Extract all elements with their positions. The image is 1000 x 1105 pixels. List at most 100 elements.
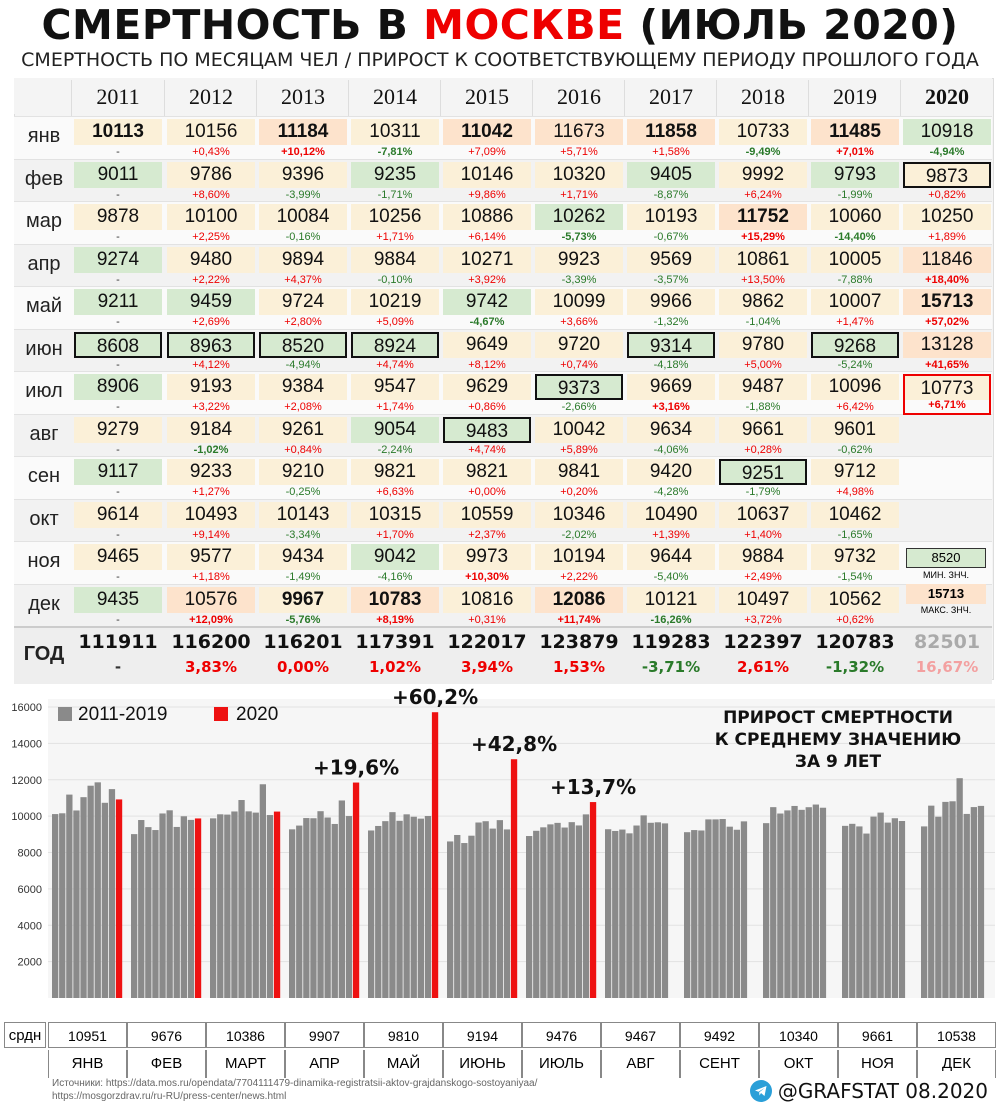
bar-2011-2019 bbox=[705, 819, 712, 998]
bar-2011-2019 bbox=[468, 835, 475, 998]
bar-2011-2019 bbox=[612, 830, 619, 998]
legend-swatch-2020 bbox=[214, 707, 228, 721]
value-cell: 10100 bbox=[167, 204, 255, 230]
change-cell: -8,87% bbox=[653, 188, 689, 201]
change-cell: -1,88% bbox=[745, 401, 781, 413]
bar-2011-2019 bbox=[166, 810, 173, 998]
year-total: 119283 bbox=[631, 631, 711, 653]
value-cell: 9465 bbox=[74, 544, 162, 570]
avg-value: 9467 bbox=[601, 1022, 680, 1048]
bar-2011-2019 bbox=[977, 805, 985, 998]
avg-value: 9810 bbox=[364, 1022, 443, 1048]
change-cell: -5,24% bbox=[837, 358, 873, 371]
category-label: ОКТ bbox=[759, 1050, 838, 1078]
change-cell: - bbox=[116, 613, 120, 626]
change-cell: +5,00% bbox=[744, 358, 782, 371]
value-cell: 9821 bbox=[443, 459, 531, 485]
change-cell: -1,02% bbox=[193, 443, 229, 456]
change-cell: +4,98% bbox=[836, 486, 874, 498]
change-cell: -4,18% bbox=[653, 358, 689, 371]
bar-2011-2019 bbox=[726, 826, 733, 998]
value-cell: 9577 bbox=[167, 544, 255, 570]
bar-2011-2019 bbox=[59, 813, 66, 998]
bar-2011-2019 bbox=[317, 811, 324, 998]
change-cell: +6,71% bbox=[903, 399, 991, 415]
page-subtitle: СМЕРТНОСТЬ ПО МЕСЯЦАМ ЧЕЛ / ПРИРОСТ К СО… bbox=[21, 49, 979, 71]
change-cell: +3,66% bbox=[560, 316, 598, 328]
year-header: 2019 bbox=[833, 84, 877, 109]
change-cell: +6,63% bbox=[376, 486, 414, 498]
value-cell: 9483 bbox=[443, 416, 531, 443]
value-cell: 10816 bbox=[443, 586, 531, 613]
change-cell: - bbox=[116, 358, 120, 371]
change-cell: +2,49% bbox=[744, 571, 782, 583]
bar-2020 bbox=[510, 759, 518, 998]
value-cell: 9261 bbox=[259, 416, 347, 443]
month-label: апр bbox=[27, 252, 61, 275]
bar-2011-2019 bbox=[533, 830, 540, 998]
value-cell: 10462 bbox=[811, 501, 899, 528]
change-cell: +18,40% bbox=[925, 273, 969, 286]
category-label: АВГ bbox=[601, 1050, 680, 1078]
change-cell: -2,24% bbox=[377, 443, 413, 456]
month-label: янв bbox=[27, 125, 61, 147]
value-cell: 10346 bbox=[535, 501, 623, 528]
year-total: 116201 bbox=[263, 631, 343, 653]
value-cell: 11673 bbox=[535, 119, 623, 145]
value-cell: 10311 bbox=[351, 119, 439, 145]
value-cell: 9793 bbox=[811, 161, 899, 188]
bar-2011-2019 bbox=[331, 823, 338, 998]
value-cell: 9821 bbox=[351, 459, 439, 485]
value-cell: 10886 bbox=[443, 204, 531, 230]
bar-2011-2019 bbox=[647, 822, 654, 998]
y-tick-label: 16000 bbox=[11, 702, 42, 714]
value-cell: 8520 bbox=[259, 331, 347, 358]
change-cell: +1,89% bbox=[928, 231, 966, 243]
change-cell: +5,09% bbox=[376, 316, 414, 328]
change-cell: -3,99% bbox=[285, 188, 321, 201]
bar-2011-2019 bbox=[345, 816, 353, 998]
year-header: 2013 bbox=[281, 84, 325, 109]
change-cell: +0,86% bbox=[468, 401, 506, 413]
change-cell: -5,76% bbox=[285, 613, 321, 626]
bar-2011-2019 bbox=[898, 820, 906, 998]
value-cell: 10193 bbox=[627, 204, 715, 230]
value-cell: 10559 bbox=[443, 501, 531, 528]
value-cell: 9373 bbox=[535, 374, 623, 400]
change-cell: -2,02% bbox=[561, 528, 597, 541]
avg-value: 9194 bbox=[443, 1022, 522, 1048]
value-cell: 9233 bbox=[167, 459, 255, 485]
value-cell: 10005 bbox=[811, 246, 899, 273]
change-cell: +15,29% bbox=[741, 231, 785, 243]
bar-2011-2019 bbox=[482, 821, 489, 998]
year-change: -3,71% bbox=[641, 658, 701, 676]
bar-2011-2019 bbox=[424, 815, 432, 998]
change-cell: -1,65% bbox=[837, 528, 873, 541]
y-tick-label: 6000 bbox=[18, 884, 42, 896]
change-cell: -5,40% bbox=[653, 571, 689, 583]
category-label: АПР bbox=[285, 1050, 364, 1078]
bar-2011-2019 bbox=[259, 784, 266, 998]
year-total: 117391 bbox=[355, 631, 435, 653]
legend-swatch-2011-2019 bbox=[58, 707, 72, 721]
month-label: дек bbox=[28, 592, 60, 615]
chart-title-line: ЗА 9 ЛЕТ bbox=[795, 752, 882, 772]
value-cell: 10271 bbox=[443, 246, 531, 273]
avg-value: 10340 bbox=[759, 1022, 838, 1048]
month-label: ноя bbox=[27, 550, 61, 572]
year-change: -1,32% bbox=[825, 658, 885, 676]
change-cell: - bbox=[116, 528, 120, 541]
year-change: 1,02% bbox=[368, 658, 422, 676]
value-cell: 9786 bbox=[167, 161, 255, 188]
avg-value: 10951 bbox=[48, 1022, 127, 1048]
bar-2011-2019 bbox=[770, 807, 777, 998]
value-cell: 9614 bbox=[74, 501, 162, 528]
bar-2011-2019 bbox=[640, 815, 647, 998]
year-header: 2018 bbox=[741, 84, 785, 109]
bar-2011-2019 bbox=[921, 826, 928, 998]
bar-2011-2019 bbox=[777, 813, 784, 998]
year-total: 82501 bbox=[913, 631, 981, 653]
change-cell: - bbox=[116, 273, 120, 286]
bar-2011-2019 bbox=[461, 843, 468, 998]
bar-2011-2019 bbox=[526, 836, 533, 998]
